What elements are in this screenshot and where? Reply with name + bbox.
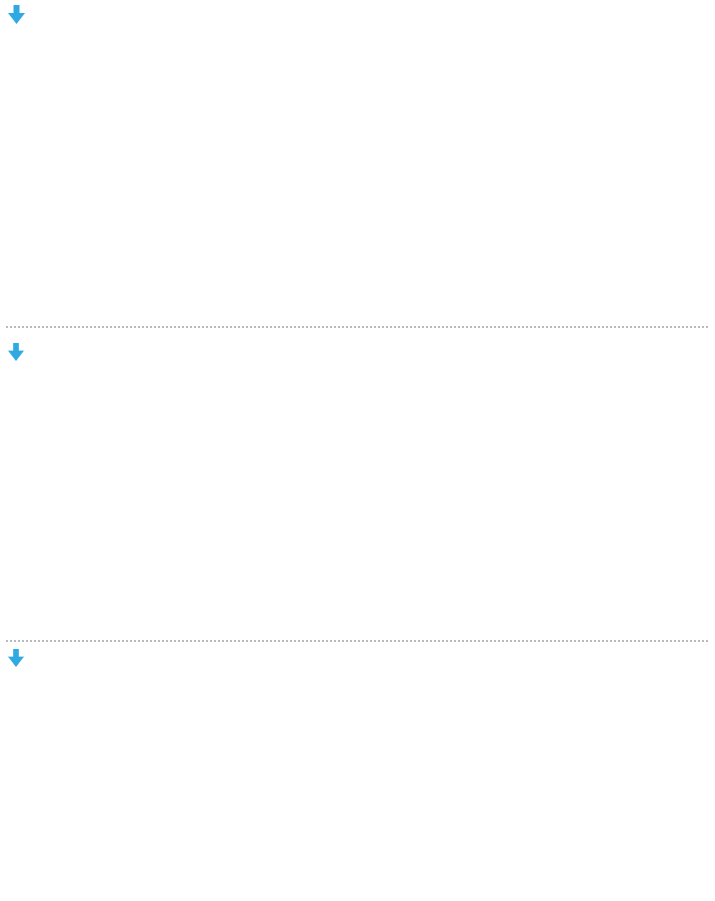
separator-2 [6, 640, 708, 642]
separator-1 [6, 326, 708, 328]
down-arrow-icon [8, 343, 24, 366]
section2-header [8, 342, 31, 366]
down-arrow-icon [8, 649, 24, 672]
section3-header [8, 648, 31, 672]
section1-header [8, 4, 32, 29]
down-arrow-icon [8, 5, 25, 29]
